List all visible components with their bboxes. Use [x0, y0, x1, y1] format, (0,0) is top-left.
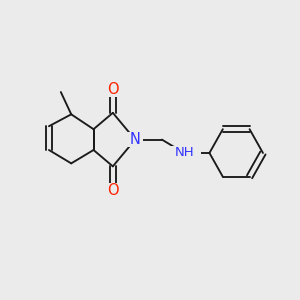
Text: O: O — [107, 82, 119, 97]
Text: N: N — [130, 132, 141, 147]
FancyBboxPatch shape — [127, 132, 143, 147]
FancyBboxPatch shape — [105, 82, 121, 97]
Text: NH: NH — [174, 146, 194, 160]
Text: O: O — [107, 183, 119, 198]
FancyBboxPatch shape — [105, 183, 121, 198]
FancyBboxPatch shape — [168, 146, 200, 160]
